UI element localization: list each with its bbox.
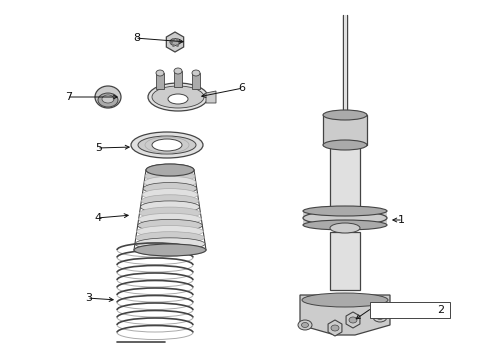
Ellipse shape xyxy=(303,211,387,225)
Ellipse shape xyxy=(142,195,198,207)
Ellipse shape xyxy=(143,183,197,194)
Ellipse shape xyxy=(323,110,367,120)
Ellipse shape xyxy=(137,225,203,238)
Ellipse shape xyxy=(331,325,339,331)
Polygon shape xyxy=(328,320,342,336)
Polygon shape xyxy=(156,73,164,89)
Bar xyxy=(370,302,450,318)
Text: 6: 6 xyxy=(238,83,245,93)
Ellipse shape xyxy=(139,213,201,225)
Polygon shape xyxy=(166,32,184,52)
Text: 4: 4 xyxy=(95,213,102,223)
Ellipse shape xyxy=(303,206,387,216)
Ellipse shape xyxy=(136,232,204,244)
Ellipse shape xyxy=(140,207,200,219)
Ellipse shape xyxy=(156,70,164,76)
Ellipse shape xyxy=(135,238,205,250)
Text: 2: 2 xyxy=(437,305,444,315)
Text: 8: 8 xyxy=(133,33,140,43)
Ellipse shape xyxy=(95,86,121,108)
Bar xyxy=(330,232,360,290)
Ellipse shape xyxy=(330,223,360,233)
Ellipse shape xyxy=(144,176,196,188)
Ellipse shape xyxy=(134,244,206,256)
Bar xyxy=(344,15,347,138)
Polygon shape xyxy=(206,91,216,103)
Ellipse shape xyxy=(376,315,384,320)
Bar xyxy=(303,211,387,225)
Ellipse shape xyxy=(373,312,387,322)
Ellipse shape xyxy=(298,320,312,330)
Ellipse shape xyxy=(134,244,206,256)
Ellipse shape xyxy=(145,170,195,182)
Ellipse shape xyxy=(98,93,118,107)
Polygon shape xyxy=(346,312,360,328)
Ellipse shape xyxy=(323,140,367,150)
Polygon shape xyxy=(300,295,390,335)
Ellipse shape xyxy=(148,83,208,111)
Bar xyxy=(323,115,367,145)
Polygon shape xyxy=(174,71,182,87)
Ellipse shape xyxy=(131,132,203,158)
Ellipse shape xyxy=(174,68,182,74)
Ellipse shape xyxy=(302,293,388,307)
Ellipse shape xyxy=(170,39,180,45)
Bar xyxy=(330,145,360,215)
Ellipse shape xyxy=(152,86,204,108)
Text: 3: 3 xyxy=(85,293,92,303)
Text: 5: 5 xyxy=(95,143,102,153)
Ellipse shape xyxy=(349,317,357,323)
Ellipse shape xyxy=(192,70,200,76)
Ellipse shape xyxy=(301,323,309,328)
Ellipse shape xyxy=(168,94,188,104)
Text: 7: 7 xyxy=(65,92,72,102)
Text: 1: 1 xyxy=(398,215,405,225)
Ellipse shape xyxy=(138,136,196,154)
Ellipse shape xyxy=(303,220,387,230)
Ellipse shape xyxy=(146,164,194,176)
Polygon shape xyxy=(192,73,200,89)
Ellipse shape xyxy=(141,201,199,213)
Ellipse shape xyxy=(102,95,114,103)
Ellipse shape xyxy=(138,219,202,231)
Ellipse shape xyxy=(142,189,197,201)
Ellipse shape xyxy=(152,139,182,151)
Ellipse shape xyxy=(146,164,194,176)
